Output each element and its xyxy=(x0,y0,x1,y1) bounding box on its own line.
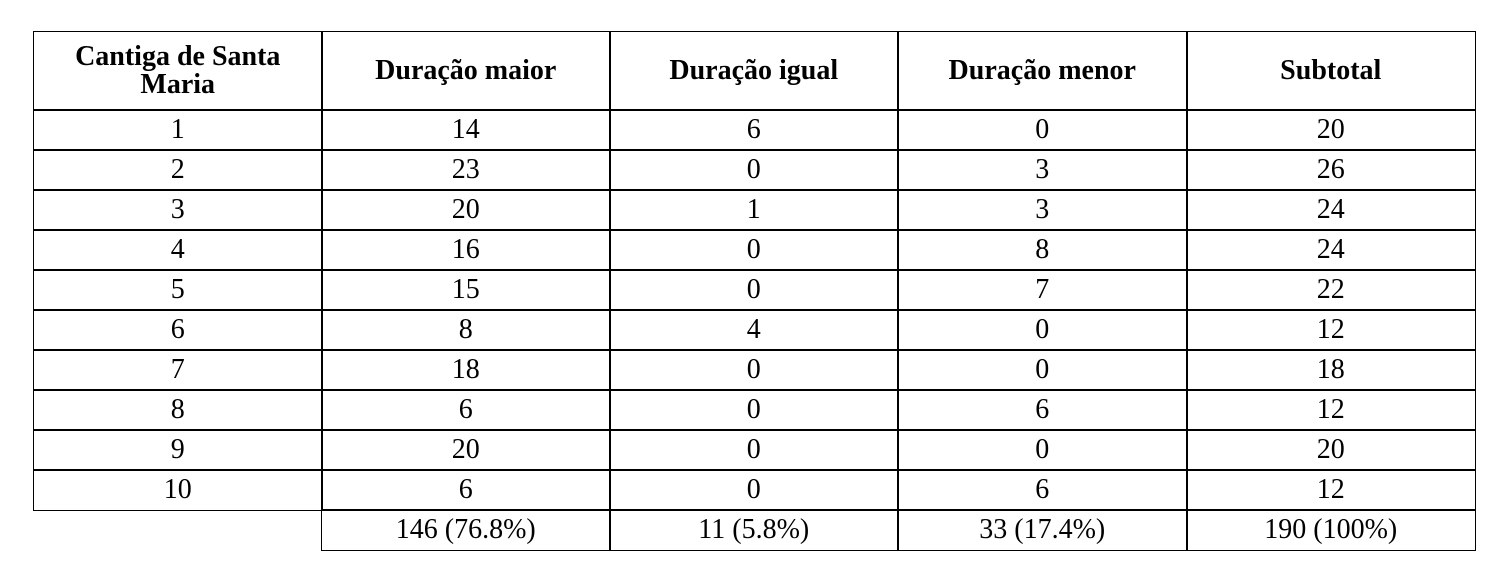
data-cell: 20 xyxy=(321,429,611,471)
data-cell: 1 xyxy=(609,189,899,231)
total-cell: 190 (100%) xyxy=(1186,509,1476,551)
data-cell: 0 xyxy=(609,269,899,311)
data-cell: 3 xyxy=(897,149,1188,191)
data-cell: 8 xyxy=(897,229,1188,271)
data-cell: 18 xyxy=(321,349,611,391)
data-cell: 0 xyxy=(609,389,899,431)
data-cell: 4 xyxy=(33,229,323,271)
data-cell: 26 xyxy=(1186,149,1476,191)
data-cell: 8 xyxy=(321,309,611,351)
data-cell: 5 xyxy=(33,269,323,311)
data-cell: 6 xyxy=(609,109,899,151)
data-cell: 16 xyxy=(321,229,611,271)
data-cell: 0 xyxy=(897,309,1188,351)
data-cell: 3 xyxy=(33,189,323,231)
header-cell: Duração igual xyxy=(609,31,899,111)
data-cell: 22 xyxy=(1186,269,1476,311)
data-cell: 20 xyxy=(1186,429,1476,471)
data-cell: 6 xyxy=(321,469,611,511)
data-cell: 0 xyxy=(609,149,899,191)
total-cell: 11 (5.8%) xyxy=(609,509,899,551)
data-cell: 0 xyxy=(609,469,899,511)
total-cell: 33 (17.4%) xyxy=(897,509,1188,551)
data-cell: 2 xyxy=(33,149,323,191)
data-cell: 3 xyxy=(897,189,1188,231)
data-cell: 1 xyxy=(33,109,323,151)
data-cell: 10 xyxy=(33,469,323,511)
total-cell: 146 (76.8%) xyxy=(321,509,611,551)
header-cell: Subtotal xyxy=(1186,31,1476,111)
data-cell: 18 xyxy=(1186,349,1476,391)
data-cell: 12 xyxy=(1186,469,1476,511)
data-cell: 0 xyxy=(897,349,1188,391)
data-cell: 0 xyxy=(609,349,899,391)
header-cell: Duração maior xyxy=(321,31,611,111)
data-cell: 12 xyxy=(1186,389,1476,431)
data-cell: 12 xyxy=(1186,309,1476,351)
data-cell: 8 xyxy=(33,389,323,431)
data-cell: 6 xyxy=(897,469,1188,511)
data-cell: 6 xyxy=(897,389,1188,431)
data-cell: 4 xyxy=(609,309,899,351)
data-cell: 15 xyxy=(321,269,611,311)
data-cell: 20 xyxy=(1186,109,1476,151)
data-cell: 0 xyxy=(897,429,1188,471)
data-cell: 6 xyxy=(33,309,323,351)
data-cell: 9 xyxy=(33,429,323,471)
data-cell: 24 xyxy=(1186,189,1476,231)
data-cell: 7 xyxy=(897,269,1188,311)
data-cell: 14 xyxy=(321,109,611,151)
data-cell: 24 xyxy=(1186,229,1476,271)
data-cell: 0 xyxy=(897,109,1188,151)
data-cell: 20 xyxy=(321,189,611,231)
data-cell: 0 xyxy=(609,429,899,471)
data-cell: 7 xyxy=(33,349,323,391)
header-cell: Cantiga de Santa Maria xyxy=(33,31,323,111)
data-cell: 6 xyxy=(321,389,611,431)
data-cell: 0 xyxy=(609,229,899,271)
data-cell: 23 xyxy=(321,149,611,191)
header-cell: Duração menor xyxy=(897,31,1188,111)
